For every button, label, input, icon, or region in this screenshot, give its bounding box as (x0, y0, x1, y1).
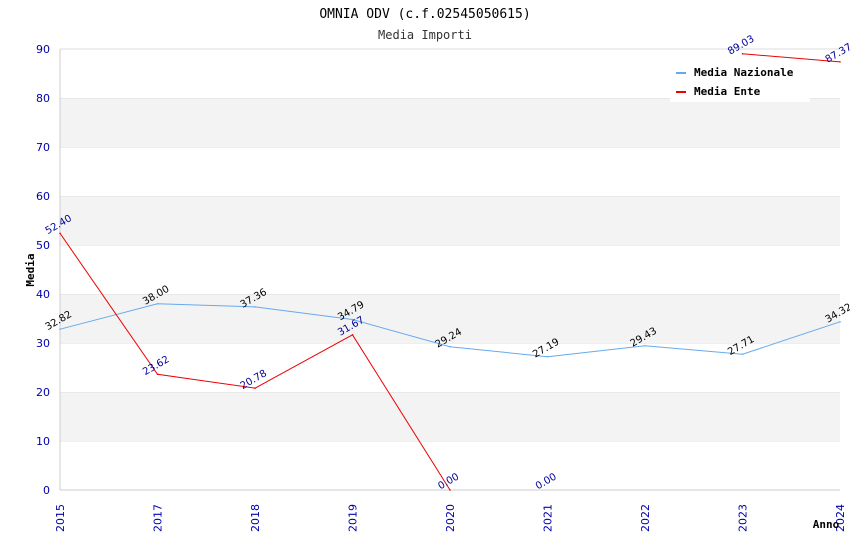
data-point (741, 353, 744, 356)
grid-band (60, 441, 840, 490)
y-tick-label: 60 (36, 190, 50, 203)
series-group (59, 52, 841, 491)
x-tick-label: 2019 (347, 504, 360, 532)
x-tick-label: 2017 (152, 504, 165, 532)
x-tick-label: 2024 (834, 504, 847, 532)
y-axis-label: Media (24, 253, 37, 286)
grid-band (60, 245, 840, 294)
y-tick-label: 20 (36, 386, 50, 399)
x-tick-label: 2023 (737, 504, 750, 532)
grid-band (60, 147, 840, 196)
data-point (839, 61, 841, 63)
y-tick-label: 40 (36, 288, 50, 301)
legend: Media Nazionale Media Ente (670, 60, 810, 102)
data-point (351, 334, 354, 336)
x-tick-label: 2015 (54, 504, 67, 532)
data-point (254, 387, 256, 389)
y-tick-label: 10 (36, 435, 50, 448)
y-tick-labels: 0 10 20 30 40 50 60 70 80 90 (36, 43, 50, 497)
x-tick-labels: 2015 2017 2018 2019 2020 2021 2022 2023 2024 (54, 504, 847, 532)
y-tick-label: 90 (36, 43, 50, 56)
grid-bands (60, 48, 840, 490)
legend-label: Media Nazionale (694, 66, 794, 79)
x-tick-label: 2018 (249, 504, 262, 532)
x-tick-label: 2022 (639, 504, 652, 532)
data-point (156, 303, 159, 305)
data-point (351, 318, 354, 321)
data-point (449, 345, 451, 348)
y-tick-label: 70 (36, 141, 50, 154)
y-tick-label: 0 (43, 484, 50, 497)
grid-band (60, 343, 840, 392)
data-point (449, 489, 451, 491)
data-point (644, 344, 646, 347)
grid-band (60, 392, 840, 441)
series-line-ente (742, 53, 841, 63)
x-tick-label: 2021 (542, 504, 555, 532)
data-point (254, 306, 256, 308)
x-axis-label: Anno (813, 518, 840, 531)
chart-subtitle: Media Importi (378, 28, 472, 42)
grid-band (60, 196, 840, 245)
y-tick-label: 80 (36, 92, 50, 105)
grid-band (60, 98, 840, 147)
y-tick-label: 50 (36, 239, 50, 252)
data-point (59, 232, 61, 235)
data-point (741, 52, 744, 55)
data-point (546, 355, 549, 358)
data-point (59, 328, 61, 330)
data-point (839, 321, 841, 323)
chart-title: OMNIA ODV (c.f.02545050615) (319, 7, 530, 22)
data-point (156, 373, 159, 376)
legend-label: Media Ente (694, 85, 761, 98)
grid-band (60, 294, 840, 343)
legend-box (670, 60, 810, 102)
y-tick-label: 30 (36, 337, 50, 350)
x-tick-label: 2020 (444, 504, 457, 532)
